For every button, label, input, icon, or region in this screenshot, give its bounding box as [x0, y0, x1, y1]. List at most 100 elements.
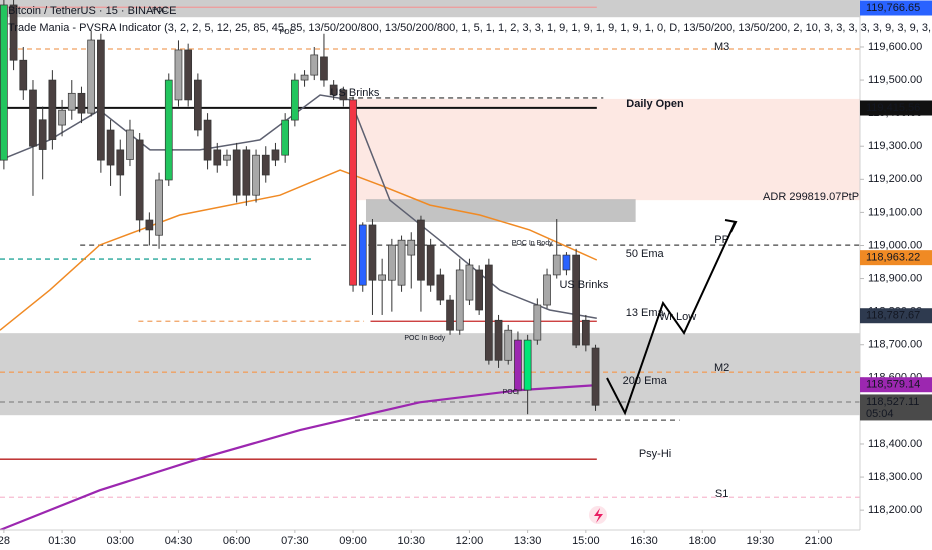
indicator-label: Trade Mania - PVSRA Indicator (3, 2, 2, … [8, 22, 931, 34]
candle-body [97, 39, 105, 161]
candle-body [271, 149, 280, 161]
candle-body [291, 79, 299, 121]
annotation: M3 [714, 41, 729, 53]
time-axis [0, 530, 932, 550]
x-tick-label: 16:30 [630, 535, 658, 547]
candle-body [591, 347, 600, 406]
candle-body [232, 149, 241, 196]
annotation: Daily Open [626, 98, 684, 110]
y-tick-label: 119,300.00 [868, 140, 922, 152]
x-tick-label: 28 [0, 535, 10, 547]
candle-body [533, 304, 542, 341]
candle-body [339, 89, 348, 101]
candle-body [572, 254, 580, 346]
candle-body [494, 319, 503, 361]
price-tag [860, 250, 932, 266]
candle-body [203, 119, 212, 161]
candle-body [320, 56, 328, 81]
candle-body [155, 179, 163, 236]
candle-body [455, 269, 464, 331]
annotation: POC [503, 389, 518, 396]
price-tag-label: 118,787.67 [866, 310, 920, 322]
price-tag-label: 118,527.11 [866, 396, 919, 408]
price-tag-label: 118,963.22 [866, 252, 920, 264]
x-tick-label: 13:30 [514, 535, 542, 547]
candle-body [116, 149, 125, 176]
candle-body [184, 49, 193, 101]
candle-body [126, 129, 134, 160]
candle-body [358, 224, 367, 286]
candle-body [48, 79, 57, 140]
alert-bolt [594, 508, 603, 523]
candle-body [417, 219, 425, 281]
candle-body [484, 264, 493, 361]
x-tick-label: 21:00 [805, 535, 833, 547]
price-tag-label: 119,766.65 [866, 2, 920, 14]
candle-body [387, 244, 396, 281]
candle-body [0, 4, 8, 161]
candle-body [397, 239, 406, 286]
y-tick-label: 118,300.00 [868, 471, 922, 483]
x-tick-label: 10:30 [397, 535, 425, 547]
candle-body [446, 299, 454, 331]
price-tag-label: 118,579.14 [866, 379, 920, 391]
candle-body [349, 99, 357, 286]
x-tick-label: 01:30 [48, 535, 76, 547]
candle-body [261, 154, 270, 176]
y-tick-label: 118,400.00 [868, 438, 922, 450]
x-tick-label: 07:30 [281, 535, 309, 547]
y-tick-label: 118,700.00 [868, 339, 922, 351]
annotation: POC In Body [512, 240, 553, 247]
x-tick-label: 04:30 [165, 535, 193, 547]
y-tick-label: 119,100.00 [868, 206, 922, 218]
candle-body [523, 339, 532, 391]
annotation: US Brinks [331, 87, 380, 99]
candle-body [300, 74, 309, 81]
candle-body [174, 49, 183, 101]
candle-body [223, 154, 231, 161]
projection-path [606, 221, 736, 416]
candle-body [562, 254, 571, 271]
candle-body [145, 219, 154, 231]
y-tick-label: 119,600.00 [868, 41, 922, 53]
candle-body [368, 224, 377, 281]
zone [365, 199, 636, 222]
annotation: POC In Body [404, 335, 445, 342]
candle-body [19, 59, 28, 91]
x-tick-label: 06:00 [223, 535, 251, 547]
y-tick-label: 118,200.00 [868, 504, 922, 516]
candle-body [9, 4, 18, 61]
candle-body [242, 149, 251, 196]
annotation: Wr Low [659, 311, 696, 323]
candle-body [475, 269, 483, 311]
candle-body [77, 92, 86, 114]
candle-body [252, 154, 260, 196]
price-tag-label: 119,415.56 [866, 102, 920, 114]
candle-body [213, 149, 222, 166]
candle-body [135, 139, 144, 221]
y-tick-label: 119,200.00 [868, 173, 922, 185]
zone [0, 0, 860, 18]
x-tick-label: 03:00 [107, 535, 135, 547]
candle-body [29, 89, 37, 147]
x-tick-label: 12:00 [456, 535, 484, 547]
candle-body [465, 264, 474, 301]
annotation: POC [280, 29, 295, 36]
price-tag [860, 100, 932, 116]
x-tick-label: 19:30 [747, 535, 775, 547]
price-tag [860, 0, 932, 16]
candle-body [310, 54, 319, 76]
candle-body [436, 274, 445, 301]
annotation: 13 Ema [626, 307, 665, 319]
x-tick-label: 09:00 [339, 535, 367, 547]
countdown: 05:04 [866, 408, 894, 420]
zone [355, 98, 860, 201]
candle-body [194, 79, 202, 131]
chart-title: Bitcoin / TetherUS · 15 · BINANCE [8, 5, 177, 17]
ema-line [0, 169, 598, 331]
price-tag [860, 308, 932, 324]
price-axis [860, 0, 932, 550]
annotation: Psy-Hi [639, 448, 671, 460]
